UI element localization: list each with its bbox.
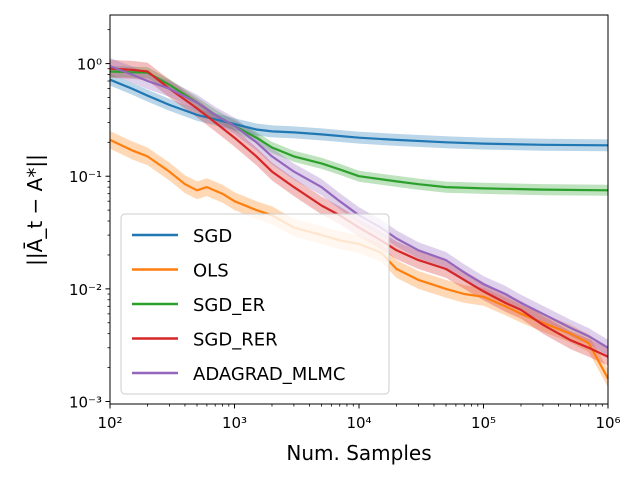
legend-label-sgd: SGD: [193, 226, 232, 247]
line-sgd: [109, 78, 609, 147]
legend-box: [120, 213, 390, 395]
band-sgd-rer: [110, 59, 608, 366]
x-tick-label: 10²: [97, 414, 122, 432]
legend: SGD OLS SGD_ER SGD_RER ADAGRAD_MLMC: [120, 213, 390, 395]
y-axis-ticks: 10⁻³ 10⁻² 10⁻¹ 10⁰: [69, 29, 110, 411]
band-ols: [110, 131, 608, 388]
band-sgd: [110, 73, 608, 152]
legend-label-ols: OLS: [193, 261, 229, 282]
x-tick-label: 10³: [222, 414, 247, 432]
x-axis-label: Num. Samples: [286, 441, 431, 465]
x-axis-ticks: 10² 10³ 10⁴ 10⁵ 10⁶: [97, 404, 621, 432]
x-tick-label: 10⁵: [471, 414, 496, 432]
series-lines: [109, 65, 609, 380]
legend-label-sgd-rer: SGD_RER: [193, 330, 278, 351]
x-tick-label: 10⁴: [346, 414, 371, 432]
band-adagrad-mlmc: [110, 58, 608, 356]
y-tick-label: 10⁻¹: [69, 168, 102, 186]
x-tick-label: 10⁶: [595, 414, 620, 432]
y-axis-label: ||Ā_t − A*||: [23, 154, 47, 266]
y-tick-label: 10⁰: [77, 56, 102, 74]
y-tick-label: 10⁻³: [69, 393, 102, 411]
y-tick-label: 10⁻²: [69, 281, 102, 299]
legend-label-adagrad-mlmc: ADAGRAD_MLMC: [193, 364, 345, 385]
legend-label-sgd-er: SGD_ER: [193, 295, 265, 316]
